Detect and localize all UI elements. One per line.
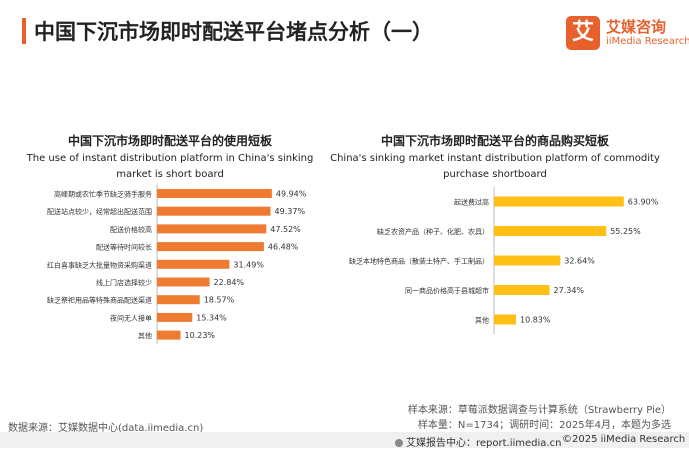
report-center-icon bbox=[395, 439, 403, 447]
logo-mark-icon: 艾 bbox=[566, 16, 600, 50]
left-category-label: 配送等待时间较长 bbox=[96, 243, 152, 252]
left-bar bbox=[157, 295, 200, 305]
left-category-label: 其他 bbox=[138, 331, 152, 340]
right-value-label: 10.83% bbox=[520, 316, 551, 325]
left-value-label: 15.34% bbox=[196, 313, 227, 322]
left-category-label: 高峰期或农忙季节缺乏骑手服务 bbox=[54, 190, 152, 199]
right-chart-subtitle: China's sinking market instant distribut… bbox=[330, 153, 660, 180]
brand-logo: 艾 艾媒咨询 iiMedia Research bbox=[566, 14, 689, 54]
footer-bar: 艾媒报告中心：report.iimedia.cn ©2025 iiMedia R… bbox=[0, 432, 689, 449]
left-chart-subtitle: The use of instant distribution platform… bbox=[26, 153, 314, 180]
right-category-label: 其他 bbox=[475, 316, 489, 325]
left-value-label: 18.57% bbox=[204, 296, 235, 305]
left-chart-title: 中国下沉市场即时配送平台的使用短板 bbox=[67, 134, 272, 148]
right-value-label: 32.64% bbox=[564, 257, 595, 266]
left-bar bbox=[157, 312, 193, 322]
right-value-label: 63.90% bbox=[628, 198, 659, 207]
left-category-label: 配送站点较少，经常超出配送范围 bbox=[47, 207, 152, 216]
copyright: ©2025 iiMedia Research Inc bbox=[562, 434, 689, 445]
page-title: 中国下沉市场即时配送平台堵点分析（一） bbox=[34, 20, 433, 44]
left-bar bbox=[157, 330, 181, 340]
right-category-label: 缺乏本地特色商品（散装土特产、手工制品） bbox=[349, 257, 489, 266]
left-bar bbox=[157, 224, 267, 234]
left-value-label: 22.84% bbox=[214, 278, 245, 287]
left-bar bbox=[157, 206, 271, 216]
left-value-label: 10.23% bbox=[185, 331, 216, 340]
right-chart-title: 中国下沉市场即时配送平台的商品购买短板 bbox=[380, 134, 609, 148]
left-category-label: 夜间无人接单 bbox=[110, 313, 152, 322]
right-value-label: 27.34% bbox=[554, 286, 585, 295]
left-value-label: 46.48% bbox=[268, 243, 299, 252]
right-category-label: 缺乏农资产品（种子、化肥、农具） bbox=[377, 227, 489, 236]
left-bar bbox=[157, 259, 230, 269]
report-center-link[interactable]: 艾媒报告中心：report.iimedia.cn bbox=[406, 438, 562, 449]
left-bar bbox=[157, 277, 210, 287]
left-bar bbox=[157, 189, 272, 198]
right-bar bbox=[494, 255, 561, 266]
right-bar bbox=[494, 285, 550, 295]
title-accent-bar bbox=[22, 18, 26, 44]
left-value-label: 47.52% bbox=[270, 225, 301, 234]
left-bar bbox=[157, 242, 264, 252]
left-category-label: 配送价格较高 bbox=[110, 225, 152, 234]
right-category-label: 起送费过高 bbox=[454, 198, 489, 207]
right-bar bbox=[494, 196, 624, 207]
left-category-label: 缺乏祭祀用品等特殊商品配送渠道 bbox=[47, 296, 152, 305]
sample-source: 样本来源：草莓派数据调查与计算系统（Strawberry Pie） bbox=[407, 405, 671, 416]
left-value-label: 49.37% bbox=[275, 207, 306, 216]
report-center: 艾媒报告中心：report.iimedia.cn bbox=[395, 434, 561, 449]
left-category-label: 线上门店选择较少 bbox=[96, 278, 152, 287]
data-source: 数据来源：艾媒数据中心(data.iimedia.cn) bbox=[8, 423, 204, 434]
left-category-label: 红白喜事缺乏大批量物资采购渠道 bbox=[47, 260, 152, 269]
right-bar bbox=[494, 314, 516, 325]
logo-name-en: iiMedia Research bbox=[606, 36, 689, 47]
logo-name-cn: 艾媒咨询 bbox=[606, 18, 667, 36]
sample-size: 样本量：N=1734；调研时间：2025年4月，本题为多选 bbox=[417, 420, 671, 431]
left-value-label: 31.49% bbox=[233, 260, 264, 269]
right-bar bbox=[494, 226, 607, 236]
right-value-label: 55.25% bbox=[610, 227, 641, 236]
right-category-label: 同一商品价格高于县城超市 bbox=[405, 286, 489, 295]
left-value-label: 49.94% bbox=[276, 190, 307, 199]
